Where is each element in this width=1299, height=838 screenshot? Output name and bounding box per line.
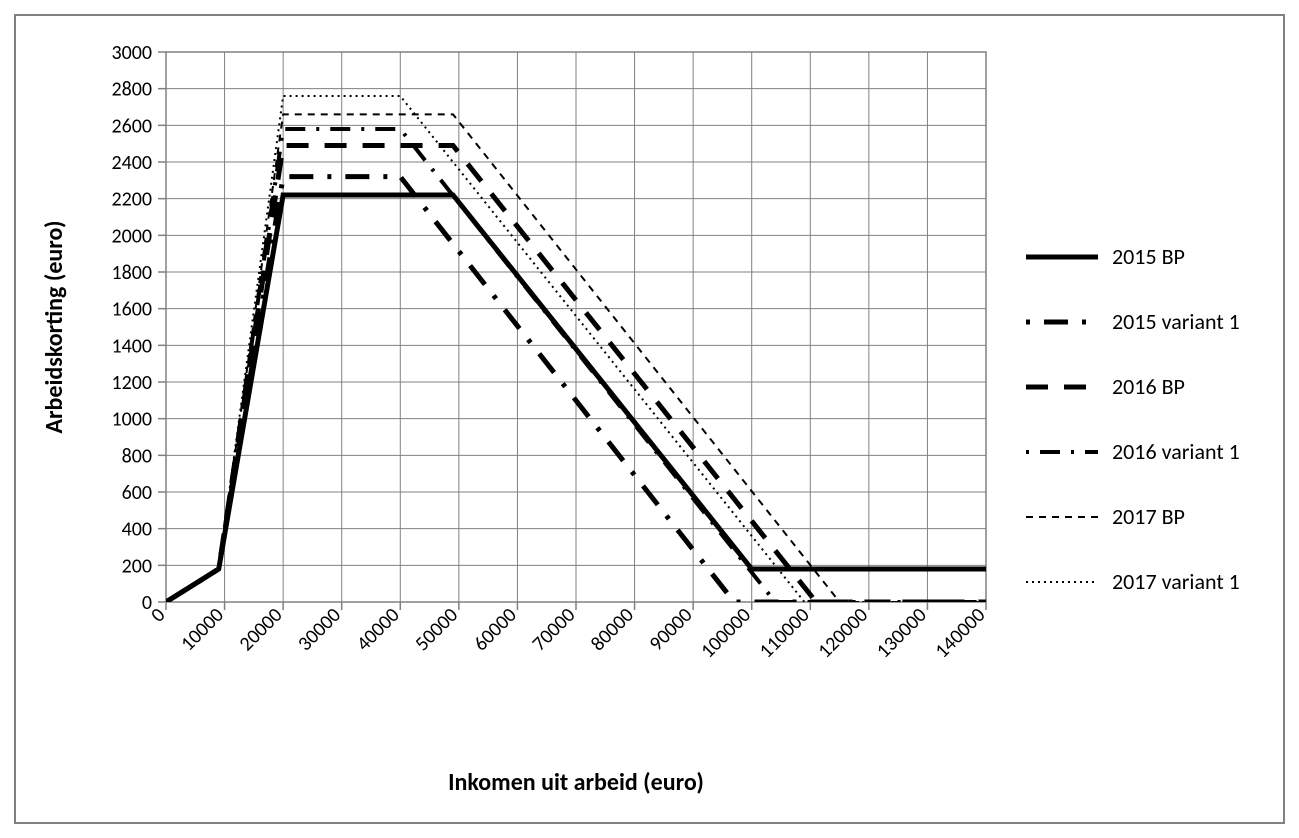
svg-text:400: 400 xyxy=(122,517,152,541)
legend-item: 2015 variant 1 xyxy=(1026,308,1253,335)
svg-text:2000: 2000 xyxy=(111,224,152,248)
svg-text:1800: 1800 xyxy=(111,261,152,285)
svg-text:800: 800 xyxy=(122,444,152,468)
legend-label: 2016 BP xyxy=(1112,373,1185,400)
svg-text:2400: 2400 xyxy=(111,151,152,175)
chart-frame: 0200400600800100012001400160018002000220… xyxy=(14,14,1285,824)
svg-text:200: 200 xyxy=(122,554,152,578)
y-axis-title: Arbeidskorting (euro) xyxy=(40,220,69,433)
svg-text:2600: 2600 xyxy=(111,114,152,138)
legend-item: 2017 variant 1 xyxy=(1026,568,1253,595)
svg-text:600: 600 xyxy=(122,481,152,505)
legend: 2015 BP 2015 variant 1 2016 BP 2016 variant… xyxy=(1006,243,1253,595)
legend-item: 2017 BP xyxy=(1026,503,1253,530)
svg-text:2200: 2200 xyxy=(111,187,152,211)
legend-item: 2016 variant 1 xyxy=(1026,438,1253,465)
svg-text:1000: 1000 xyxy=(111,407,152,431)
legend-label: 2015 BP xyxy=(1112,243,1185,270)
legend-item: 2016 BP xyxy=(1026,373,1253,400)
legend-label: 2016 variant 1 xyxy=(1112,438,1240,465)
legend-label: 2015 variant 1 xyxy=(1112,308,1240,335)
legend-label: 2017 BP xyxy=(1112,503,1185,530)
legend-swatch xyxy=(1026,245,1098,269)
chart-svg: 0200400600800100012001400160018002000220… xyxy=(26,22,1006,812)
svg-text:1400: 1400 xyxy=(111,334,152,358)
svg-text:1600: 1600 xyxy=(111,297,152,321)
svg-text:2800: 2800 xyxy=(111,77,152,101)
legend-swatch xyxy=(1026,570,1098,594)
svg-text:1200: 1200 xyxy=(111,371,152,395)
legend-swatch xyxy=(1026,310,1098,334)
svg-text:3000: 3000 xyxy=(111,41,152,65)
chart-plot-area: 0200400600800100012001400160018002000220… xyxy=(26,22,1006,817)
legend-label: 2017 variant 1 xyxy=(1112,568,1240,595)
x-axis-title: Inkomen uit arbeid (euro) xyxy=(448,768,704,797)
legend-swatch xyxy=(1026,440,1098,464)
chart-outer: 0200400600800100012001400160018002000220… xyxy=(0,0,1299,838)
legend-swatch xyxy=(1026,375,1098,399)
legend-swatch xyxy=(1026,505,1098,529)
legend-item: 2015 BP xyxy=(1026,243,1253,270)
